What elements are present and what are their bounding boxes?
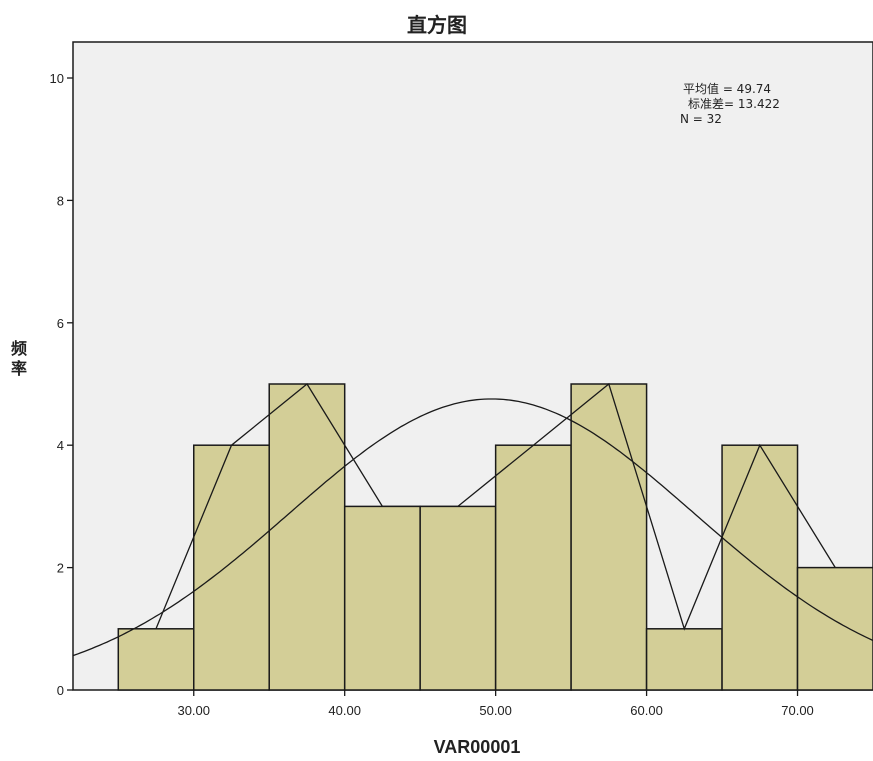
histogram-bar-3 [268, 383, 346, 691]
x-tick-label: 50.00 [479, 703, 512, 718]
stats-box: 平均值 = 49.74 标准差= 13.422 N = 32 [680, 81, 780, 126]
x-tick-label: 60.00 [630, 703, 663, 718]
y-axis-title-char: 率 [11, 359, 27, 378]
x-axis-title: VAR00001 [434, 737, 521, 757]
y-tick-label: 10 [50, 71, 64, 86]
histogram-bar-6 [494, 444, 572, 691]
stats-n: N = 32 [680, 112, 722, 126]
normal-curve [72, 398, 873, 657]
frequency-polygon [155, 382, 836, 631]
x-tick-label: 70.00 [781, 703, 814, 718]
stats-sd: 标准差= 13.422 [688, 97, 780, 111]
histogram-bar-5 [419, 505, 497, 691]
stats-mean: 平均值 = 49.74 [683, 81, 771, 96]
histogram-bar-9 [721, 444, 799, 691]
axes-layer: 0 2 4 6 8 10 30.00 40.00 50.00 60.00 70.00 [50, 71, 814, 718]
chart-title: 直方图 [407, 13, 467, 37]
x-tick-label: 40.00 [328, 703, 361, 718]
histogram-bar-10 [796, 566, 873, 691]
y-tick-label: 6 [57, 316, 64, 331]
histogram-bar-1 [117, 628, 195, 691]
y-axis-title: 频率 [11, 339, 27, 378]
y-axis-title-char: 频 [11, 339, 27, 358]
x-tick-label: 30.00 [177, 703, 210, 718]
y-tick-label: 4 [57, 438, 64, 453]
y-tick-label: 8 [57, 193, 64, 208]
histogram-bar-4 [343, 505, 421, 691]
y-tick-label: 0 [57, 683, 64, 698]
histogram-bar-7 [570, 383, 648, 691]
y-tick-label: 2 [57, 561, 64, 576]
histogram-bar-2 [193, 444, 270, 691]
histogram-bar-8 [645, 628, 723, 691]
curves-layer [72, 382, 873, 657]
